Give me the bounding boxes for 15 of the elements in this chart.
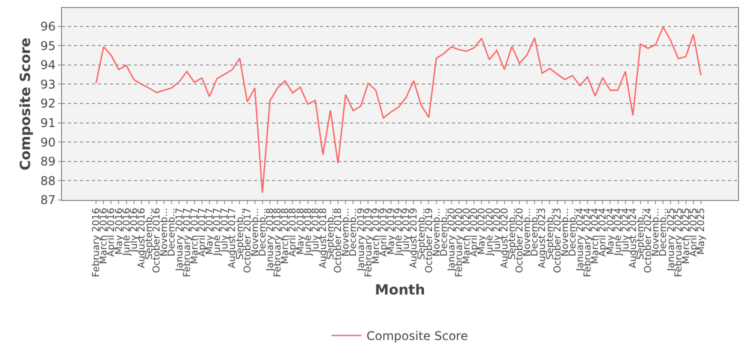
y-tick-label: 88 [40,174,56,188]
line-series [95,26,702,194]
y-axis-title: Composite Score [18,38,34,170]
y-tick-label: 94 [40,58,56,72]
y-tick-label: 87 [40,193,56,208]
y-tick-label: 96 [40,20,56,34]
legend-label: Composite Score [366,329,468,344]
y-tick-label: 93 [40,77,56,92]
y-tick-label: 92 [40,96,56,111]
x-tick-label: May 2025 [696,208,708,255]
y-tick-label: 95 [40,38,56,53]
y-tick-label: 89 [40,154,56,169]
x-axis-title: Month [374,282,426,298]
y-tick-label: 91 [40,116,56,130]
y-tick-label: 90 [40,135,56,150]
